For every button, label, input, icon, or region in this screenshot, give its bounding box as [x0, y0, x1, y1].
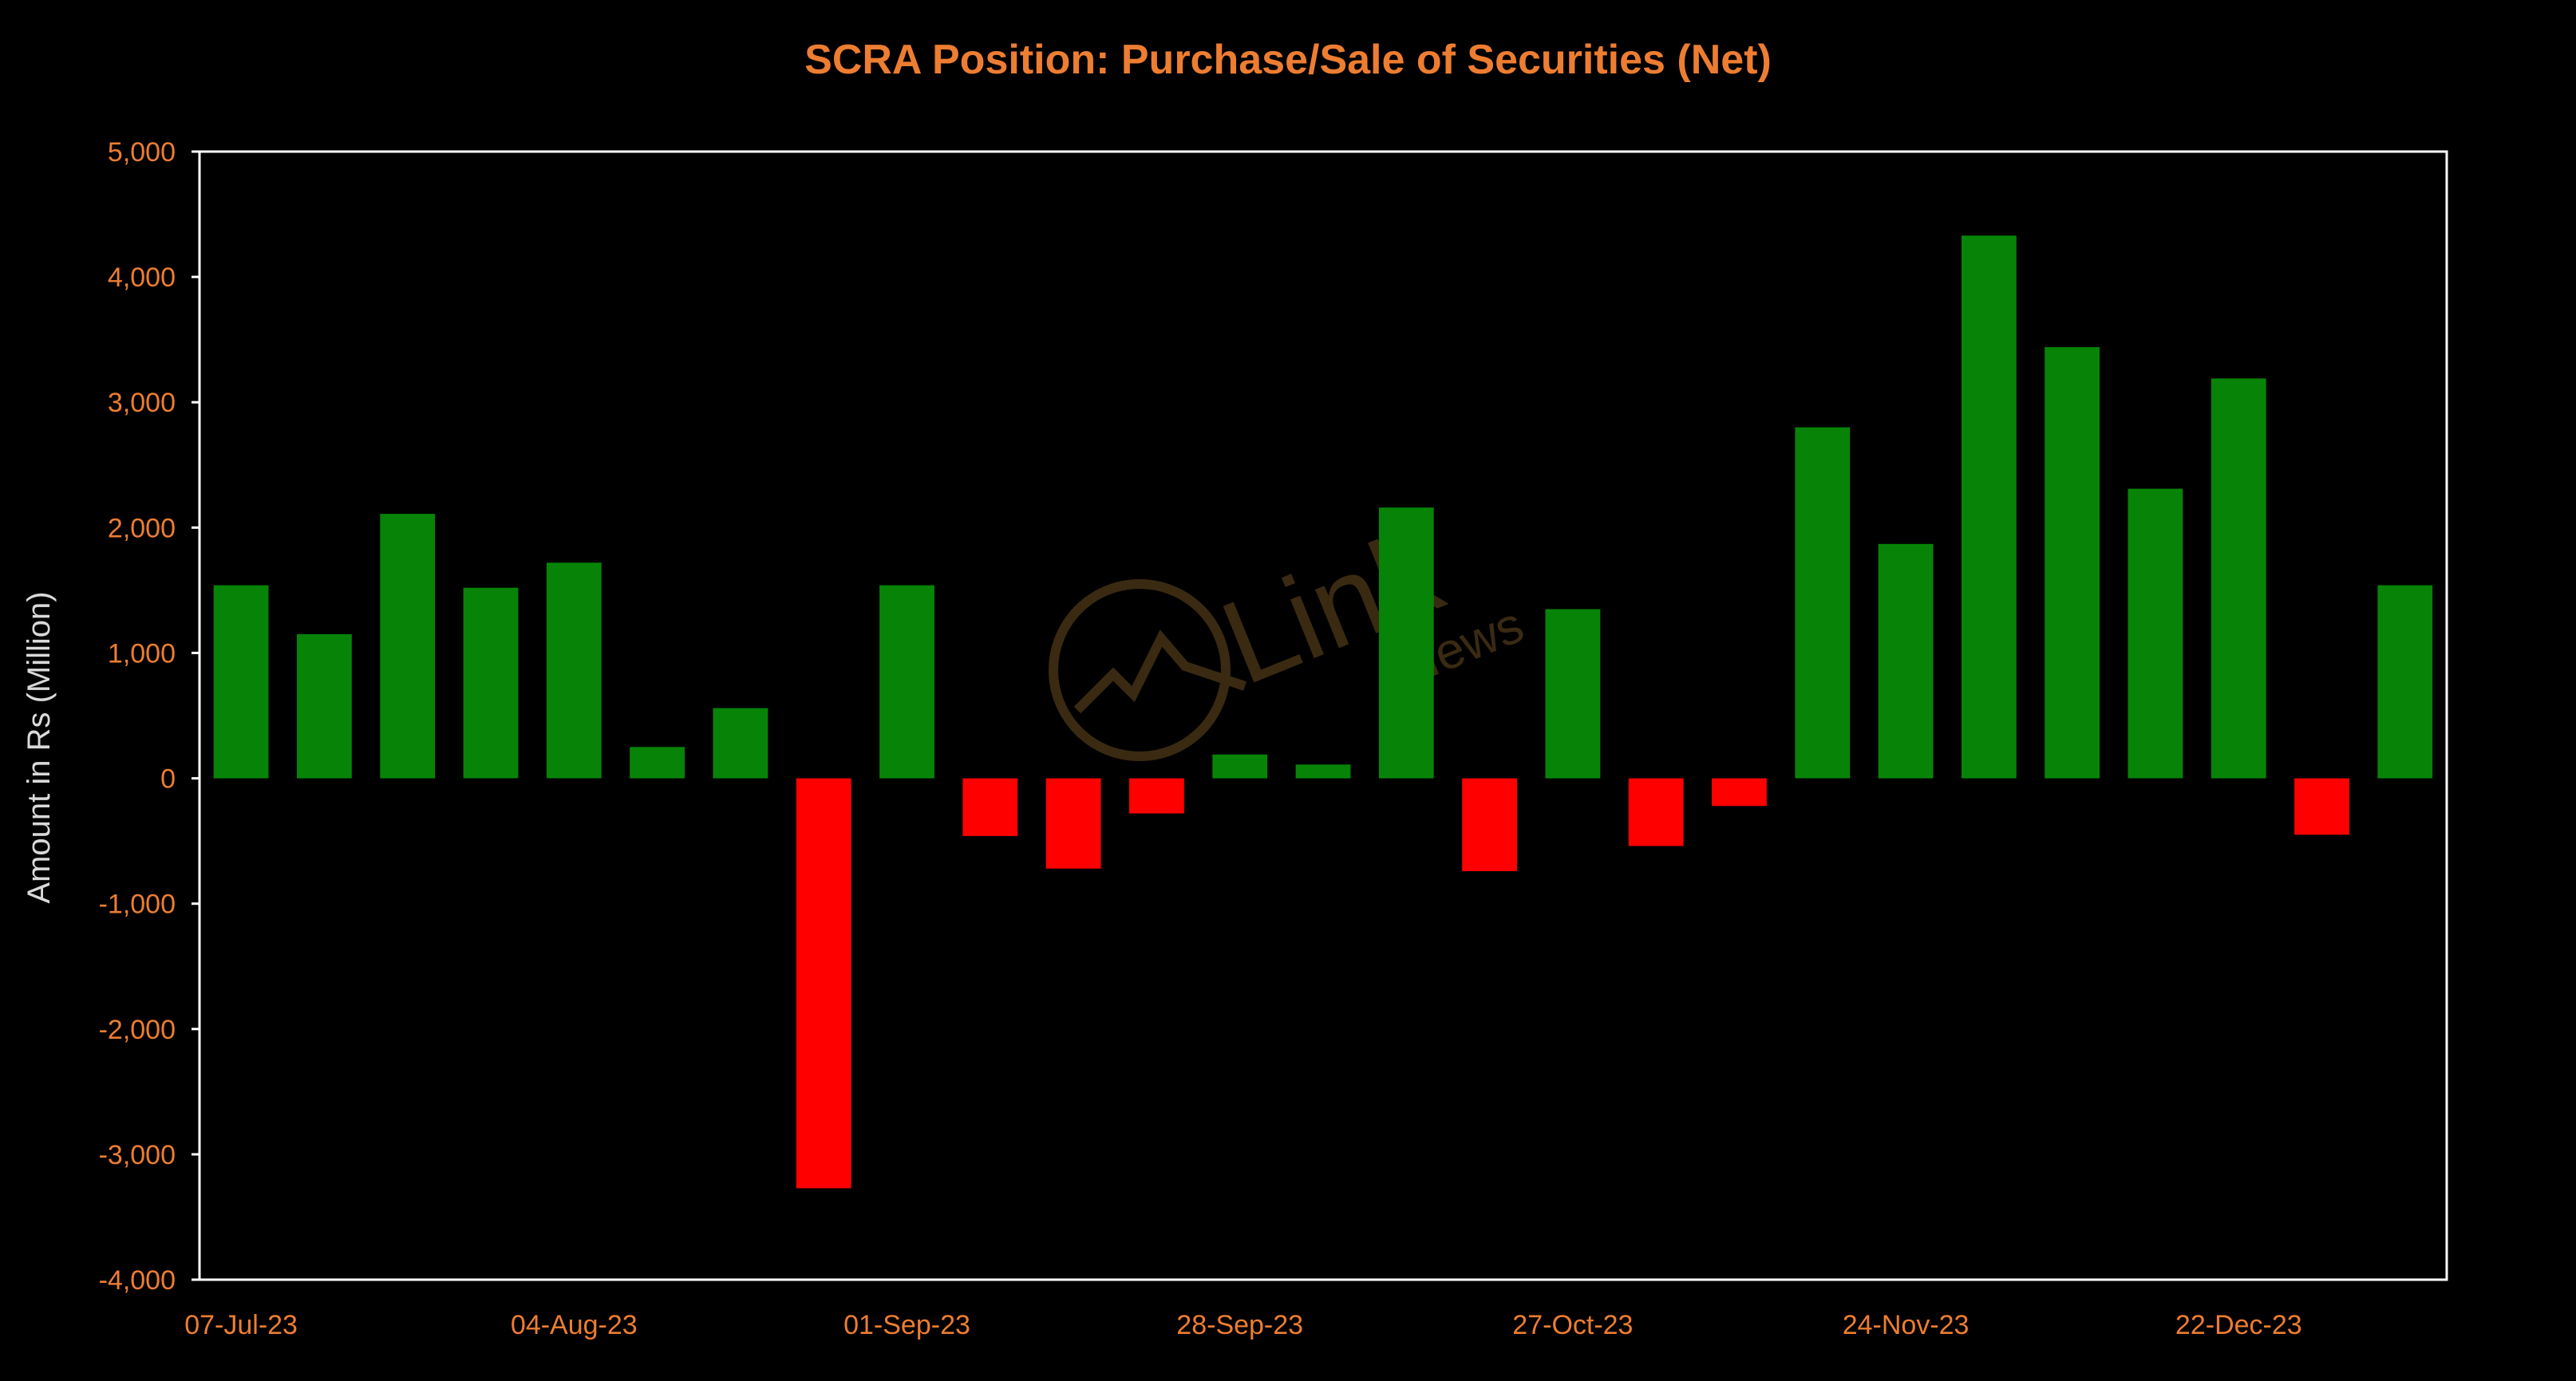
y-tick-label: 1,000 [108, 638, 176, 669]
y-tick-label: -1,000 [99, 890, 176, 920]
x-tick-label: 01-Sep-23 [844, 1310, 970, 1340]
y-tick-label: -4,000 [99, 1265, 176, 1296]
bar-8 [879, 585, 934, 779]
bar-17 [1628, 778, 1684, 846]
bar-6 [713, 708, 768, 779]
bar-5 [630, 747, 685, 779]
x-tick-label: 04-Aug-23 [511, 1310, 638, 1340]
bar-3 [463, 587, 519, 779]
bars-group [213, 235, 2433, 1189]
x-tick-label: 28-Sep-23 [1176, 1310, 1303, 1340]
bar-2 [380, 514, 436, 779]
bar-7 [796, 778, 851, 1189]
y-tick-label: 4,000 [108, 262, 176, 293]
plot-area-border [198, 150, 2448, 1281]
bar-4 [546, 562, 602, 779]
y-tick-label: -3,000 [99, 1140, 176, 1170]
y-tick-label: 3,000 [108, 388, 176, 418]
bar-13 [1295, 764, 1351, 779]
bar-1 [297, 633, 352, 779]
bar-19 [1795, 427, 1851, 779]
chart-title: SCRA Position: Purchase/Sale of Securiti… [804, 37, 1772, 83]
y-axis-label: Amount in Rs (Million) [22, 591, 57, 903]
x-tick-label: 22-Dec-23 [2175, 1310, 2302, 1340]
bar-18 [1712, 778, 1767, 807]
x-axis-ticks: 07-Jul-23 04-Aug-23 01-Sep-23 28-Sep-23 27-O… [184, 1310, 2301, 1340]
x-tick-label: 07-Jul-23 [184, 1310, 298, 1340]
y-tick-label: 0 [160, 764, 176, 795]
y-tick-label: 5,000 [108, 137, 176, 168]
bar-25 [2294, 778, 2349, 835]
x-tick-label: 27-Oct-23 [1512, 1310, 1633, 1340]
bar-21 [1962, 235, 2017, 779]
bar-22 [2045, 347, 2100, 779]
x-tick-label: 24-Nov-23 [1843, 1310, 1970, 1340]
bar-16 [1545, 609, 1601, 779]
y-tick-label: -2,000 [99, 1015, 176, 1045]
watermark-circle-icon [1049, 579, 1231, 761]
bar-26 [2377, 585, 2433, 779]
bar-0 [213, 585, 269, 779]
bar-12 [1212, 754, 1268, 779]
bar-11 [1129, 778, 1184, 814]
bar-20 [1878, 543, 1934, 779]
watermark-trend-icon [1073, 629, 1247, 714]
bar-24 [2211, 378, 2266, 779]
bar-14 [1378, 507, 1434, 779]
bar-15 [1462, 778, 1517, 871]
y-tick-label: 2,000 [108, 513, 176, 543]
bar-10 [1045, 778, 1101, 869]
bar-23 [2128, 488, 2183, 779]
y-axis-ticks: 5,000 4,000 3,000 2,000 1,000 0 -1,000 -2,000 -3… [99, 137, 200, 1296]
bar-9 [962, 778, 1018, 836]
